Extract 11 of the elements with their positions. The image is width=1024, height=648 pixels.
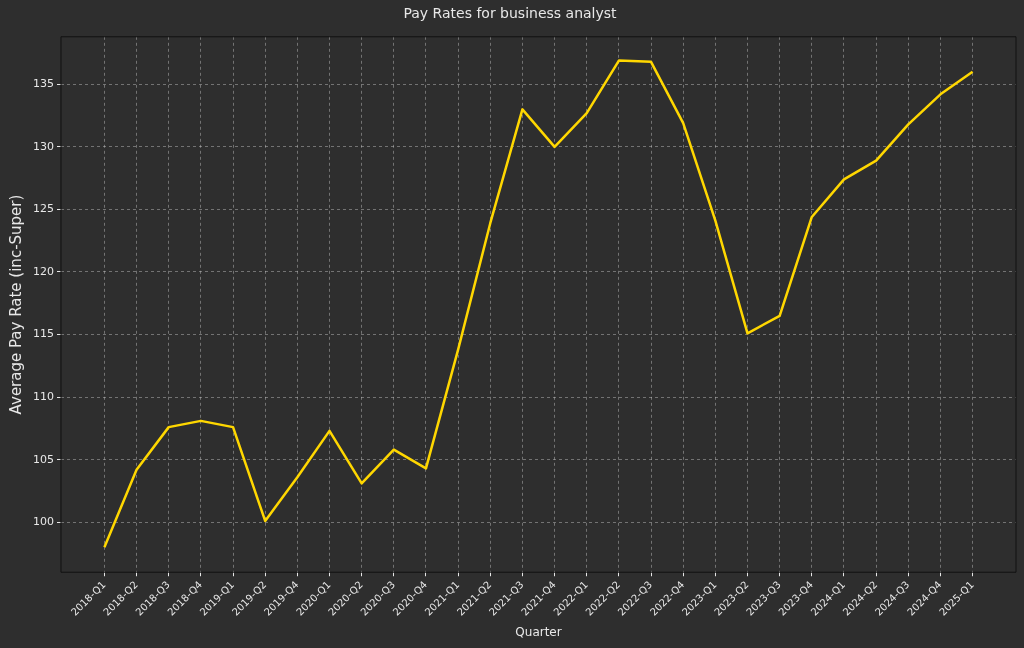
y-tick-label: 110 — [33, 389, 54, 403]
y-axis-title: Average Pay Rate (inc-Super) — [6, 194, 25, 415]
y-tick-label: 125 — [33, 202, 54, 216]
y-tick-label: 100 — [33, 515, 54, 529]
x-axis-title: Quarter — [515, 624, 562, 639]
y-tick-label: 115 — [33, 327, 54, 341]
y-tick-label: 120 — [33, 264, 54, 278]
y-tick-label: 130 — [33, 139, 54, 153]
y-tick-label: 105 — [33, 452, 54, 466]
y-tick-label: 135 — [33, 77, 54, 91]
chart-title: Pay Rates for business analyst — [403, 5, 618, 22]
